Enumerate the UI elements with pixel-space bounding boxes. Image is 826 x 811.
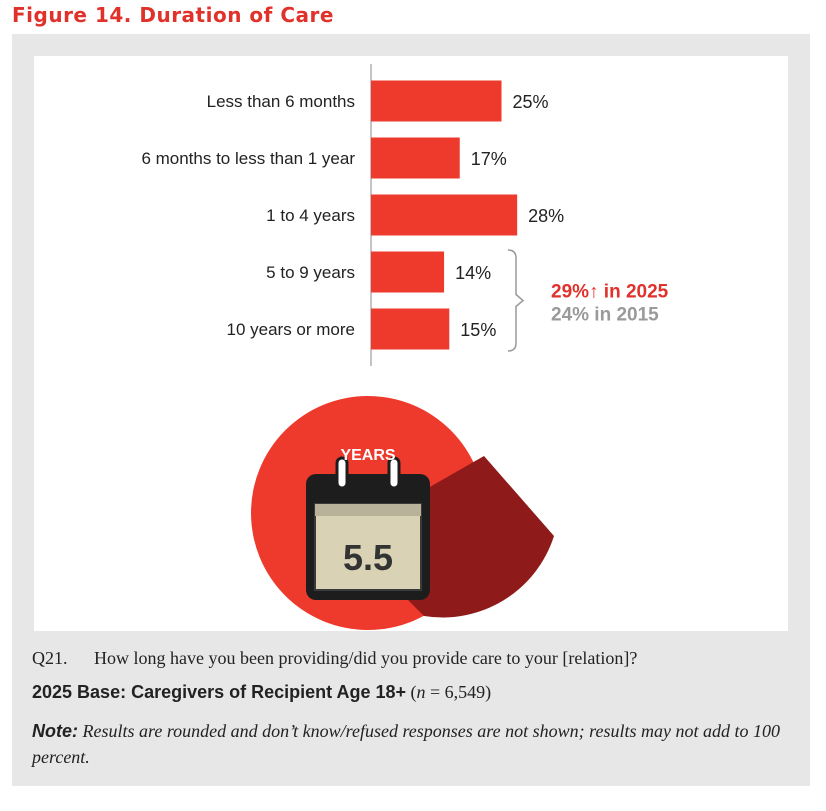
question-text: How long have you been providing/did you… bbox=[94, 648, 638, 668]
question-number: Q21. bbox=[32, 648, 68, 668]
value-label: 14% bbox=[455, 263, 491, 283]
base-n-symbol: n bbox=[416, 682, 426, 702]
base-line: 2025 Base: Caregivers of Recipient Age 1… bbox=[32, 682, 491, 703]
note-label: Note: bbox=[32, 721, 78, 741]
category-label: 5 to 9 years bbox=[266, 263, 355, 282]
bar bbox=[371, 308, 450, 350]
bar bbox=[371, 137, 460, 179]
chart-area: Less than 6 months 25% 6 months to less th… bbox=[34, 56, 788, 631]
callout-2015: 24% in 2015 bbox=[551, 305, 659, 326]
duration-bar-chart: Less than 6 months 25% 6 months to less th… bbox=[141, 64, 669, 630]
average-years-badge: YEARS 5.5 bbox=[251, 396, 554, 630]
question-line: Q21. How long have you been providing/did… bbox=[32, 648, 637, 669]
category-label: 10 years or more bbox=[227, 320, 356, 339]
category-label: Less than 6 months bbox=[207, 92, 355, 111]
group-bracket bbox=[507, 249, 525, 352]
category-label: 1 to 4 years bbox=[266, 206, 355, 225]
base-n-value: = 6,549) bbox=[425, 682, 492, 702]
calendar-icon bbox=[306, 456, 430, 600]
value-label: 17% bbox=[471, 149, 507, 169]
bar bbox=[371, 194, 518, 236]
bar bbox=[371, 80, 502, 122]
callout-2025: 29%↑ in 2025 bbox=[551, 282, 669, 303]
figure-panel: Less than 6 months 25% 6 months to less th… bbox=[12, 34, 810, 786]
value-label: 28% bbox=[528, 206, 564, 226]
value-label: 15% bbox=[460, 320, 496, 340]
badge-value: 5.5 bbox=[343, 537, 393, 578]
value-label: 25% bbox=[513, 92, 549, 112]
category-label: 6 months to less than 1 year bbox=[141, 149, 355, 168]
badge-label: YEARS bbox=[340, 447, 395, 464]
note-line: Note: Results are rounded and don’t know… bbox=[32, 718, 792, 770]
base-label: 2025 Base: Caregivers of Recipient Age 1… bbox=[32, 682, 407, 702]
bar bbox=[371, 251, 445, 293]
note-text: Results are rounded and don’t know/refus… bbox=[32, 721, 780, 767]
base-paren: ( bbox=[410, 682, 417, 702]
figure-title: Figure 14. Duration of Care bbox=[12, 3, 334, 27]
